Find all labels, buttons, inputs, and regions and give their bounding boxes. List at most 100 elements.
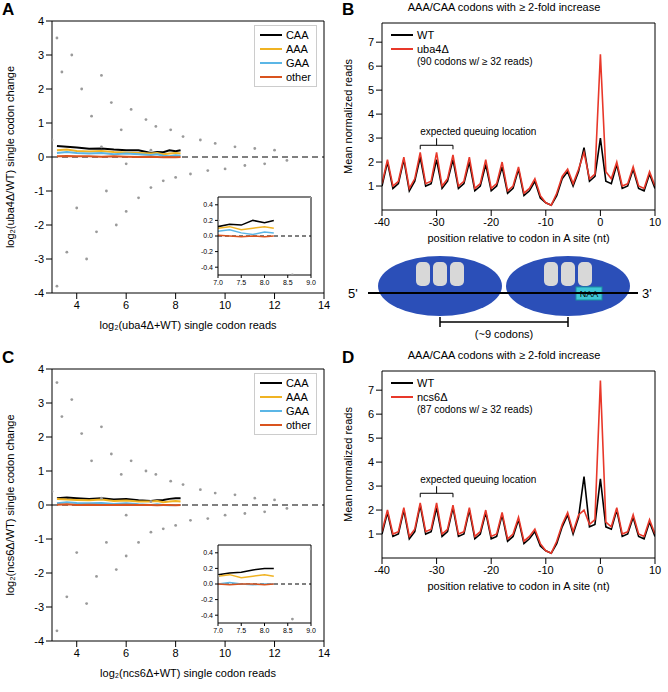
svg-text:0: 0 [38, 499, 44, 511]
svg-text:log₂(ncs6Δ+WT) single codon re: log₂(ncs6Δ+WT) single codon reads [100, 667, 276, 679]
svg-text:8: 8 [173, 299, 179, 311]
html-text:AAA/CAA codons with ≥ 2-fold i: AAA/CAA codons with ≥ 2-fold increase [407, 1, 601, 13]
svg-text:-4: -4 [34, 287, 44, 299]
svg-text:2: 2 [368, 504, 374, 516]
svg-text:6: 6 [123, 647, 129, 659]
svg-text:10: 10 [219, 299, 231, 311]
html-text:GAA: GAA [285, 57, 310, 69]
svg-text:7: 7 [368, 384, 374, 396]
svg-text:2: 2 [38, 431, 44, 443]
svg-text:expected queuing location: expected queuing location [420, 474, 536, 485]
svg-text:0.0: 0.0 [203, 580, 213, 587]
svg-text:-40: -40 [374, 216, 390, 228]
svg-text:6: 6 [368, 60, 374, 72]
svg-text:7: 7 [368, 36, 374, 48]
svg-text:-1: -1 [34, 185, 44, 197]
svg-text:0.2: 0.2 [203, 565, 213, 572]
svg-text:-0.2: -0.2 [201, 248, 213, 255]
svg-text:1: 1 [368, 528, 374, 540]
svg-text:5: 5 [368, 84, 374, 96]
svg-text:-0.2: -0.2 [201, 596, 213, 603]
svg-text:1: 1 [38, 117, 44, 129]
svg-text:4: 4 [74, 299, 80, 311]
svg-text:4: 4 [38, 15, 44, 27]
svg-text:-30: -30 [429, 216, 445, 228]
svg-text:0.0: 0.0 [203, 232, 213, 239]
svg-text:12: 12 [268, 299, 280, 311]
svg-text:8.0: 8.0 [260, 627, 270, 634]
svg-text:log₂(ncs6Δ/WT) single codon ch: log₂(ncs6Δ/WT) single codon change [4, 415, 16, 596]
svg-text:8.5: 8.5 [283, 279, 293, 286]
html-text:AAA: AAA [285, 43, 308, 55]
svg-text:7.5: 7.5 [236, 279, 246, 286]
svg-text:position relative to codon in: position relative to codon in A site (nt… [427, 580, 609, 592]
svg-text:8.5: 8.5 [283, 627, 293, 634]
svg-text:-20: -20 [483, 564, 499, 576]
svg-text:7.0: 7.0 [213, 627, 223, 634]
svg-text:Mean normalized reads: Mean normalized reads [342, 407, 354, 522]
svg-text:3: 3 [38, 49, 44, 61]
svg-text:6: 6 [123, 299, 129, 311]
svg-text:0.2: 0.2 [203, 217, 213, 224]
svg-text:log₂(uba4Δ/WT) single codon ch: log₂(uba4Δ/WT) single codon change [4, 66, 16, 248]
svg-text:-3: -3 [34, 253, 44, 265]
html-text:C: C [2, 348, 15, 367]
svg-text:5: 5 [368, 432, 374, 444]
html-text:B: B [342, 0, 355, 19]
svg-text:14: 14 [318, 647, 330, 659]
svg-text:0.4: 0.4 [203, 549, 213, 556]
svg-text:9.0: 9.0 [306, 627, 316, 634]
svg-text:1: 1 [368, 180, 374, 192]
svg-text:(~9 codons): (~9 codons) [475, 328, 533, 340]
svg-text:position relative to codon in: position relative to codon in A site (nt… [427, 232, 609, 244]
svg-text:7.0: 7.0 [213, 279, 223, 286]
svg-text:4: 4 [368, 456, 374, 468]
html-text:WT: WT [417, 29, 435, 41]
svg-text:3: 3 [38, 397, 44, 409]
svg-text:7.5: 7.5 [236, 627, 246, 634]
svg-text:0.4: 0.4 [203, 201, 213, 208]
svg-text:Mean normalized reads: Mean normalized reads [342, 59, 354, 174]
svg-text:-1: -1 [34, 533, 44, 545]
svg-text:log₂(uba4Δ+WT) single codon re: log₂(uba4Δ+WT) single codon reads [99, 319, 277, 331]
svg-text:-10: -10 [538, 216, 554, 228]
svg-text:14: 14 [318, 299, 330, 311]
svg-text:-0.4: -0.4 [201, 264, 213, 271]
svg-text:0: 0 [38, 151, 44, 163]
svg-text:10: 10 [219, 647, 231, 659]
svg-text:3': 3' [642, 286, 652, 301]
svg-text:9.0: 9.0 [306, 279, 316, 286]
svg-text:-2: -2 [34, 219, 44, 231]
svg-text:3: 3 [368, 480, 374, 492]
svg-text:1: 1 [38, 465, 44, 477]
html-text:CAA: CAA [285, 29, 309, 41]
svg-text:-10: -10 [538, 564, 554, 576]
svg-text:8: 8 [173, 647, 179, 659]
svg-text:2: 2 [38, 83, 44, 95]
svg-text:0: 0 [597, 216, 603, 228]
html-text:A: A [2, 0, 15, 19]
svg-text:12: 12 [268, 647, 280, 659]
svg-text:4: 4 [74, 647, 80, 659]
svg-text:-0.4: -0.4 [201, 612, 213, 619]
svg-text:-40: -40 [374, 564, 390, 576]
svg-text:4: 4 [38, 363, 44, 375]
svg-text:-2: -2 [34, 567, 44, 579]
svg-text:expected queuing location: expected queuing location [420, 126, 536, 137]
svg-text:-4: -4 [34, 635, 44, 647]
svg-text:10: 10 [649, 216, 661, 228]
svg-text:0: 0 [597, 564, 603, 576]
svg-text:4: 4 [368, 108, 374, 120]
svg-text:-20: -20 [483, 216, 499, 228]
svg-text:6: 6 [368, 408, 374, 420]
html-text:other: other [285, 71, 311, 83]
html-text:D: D [342, 348, 355, 367]
svg-text:8.0: 8.0 [260, 279, 270, 286]
svg-text:NAA: NAA [580, 289, 599, 299]
svg-text:3: 3 [368, 132, 374, 144]
svg-text:2: 2 [368, 156, 374, 168]
svg-text:-3: -3 [34, 601, 44, 613]
svg-text:5': 5' [348, 286, 358, 301]
svg-text:-30: -30 [429, 564, 445, 576]
svg-text:10: 10 [649, 564, 661, 576]
